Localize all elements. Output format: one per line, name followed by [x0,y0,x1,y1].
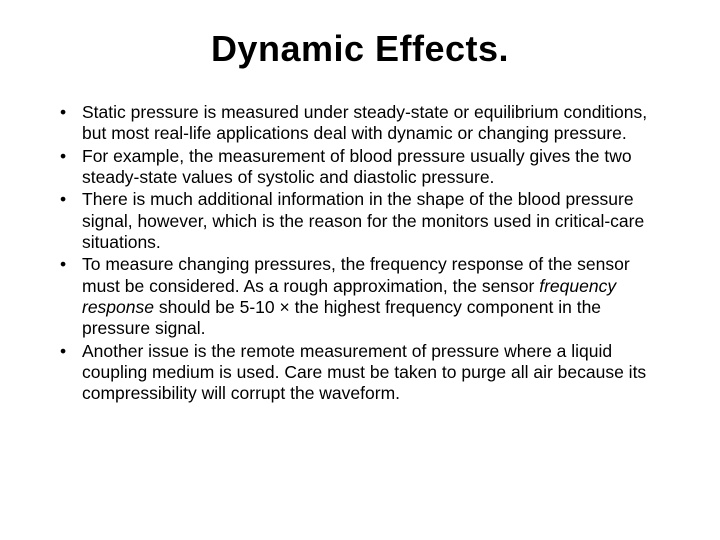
list-item: Another issue is the remote measurement … [54,341,670,405]
list-item: Static pressure is measured under steady… [54,102,670,145]
slide: Dynamic Effects. Static pressure is meas… [0,0,720,540]
list-item: To measure changing pressures, the frequ… [54,254,670,339]
list-item: There is much additional information in … [54,189,670,253]
bullet-list: Static pressure is measured under steady… [50,102,670,405]
list-item: For example, the measurement of blood pr… [54,146,670,189]
text-run: should be 5-10 × the highest frequency c… [82,297,601,338]
slide-title: Dynamic Effects. [50,28,670,70]
